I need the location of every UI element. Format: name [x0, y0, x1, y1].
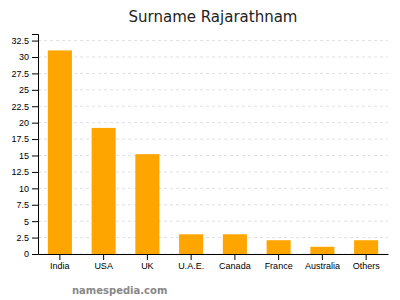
grid-line [38, 221, 388, 222]
x-tick-mark [191, 254, 192, 260]
grid-line [38, 139, 388, 140]
y-tick-mark [32, 73, 38, 74]
bar [310, 247, 334, 254]
grid-line [38, 40, 388, 41]
x-tick: Canada [219, 254, 251, 271]
y-tick-label: 32.5 [11, 36, 29, 46]
grid-line [38, 155, 388, 156]
y-tick-label: 12.5 [11, 167, 29, 177]
y-tick-label: 5 [24, 217, 29, 227]
grid [38, 41, 388, 254]
x-tick-label: Australia [305, 261, 340, 271]
y-tick-label: 2.5 [16, 233, 29, 243]
x-tick-mark [366, 254, 367, 260]
y-tick-label: 22.5 [11, 102, 29, 112]
y-tick: 15 [19, 151, 38, 161]
y-tick: 25 [19, 85, 38, 95]
y-tick-label: 17.5 [11, 134, 29, 144]
grid-line [38, 56, 388, 57]
y-tick-mark [32, 41, 38, 42]
y-tick-mark [32, 139, 38, 140]
x-tick-label: Canada [219, 261, 251, 271]
x-tick-mark [234, 254, 235, 260]
x-axis-line [39, 254, 389, 255]
grid-line [38, 171, 388, 172]
y-tick-mark [32, 221, 38, 222]
y-tick-label: 15 [19, 151, 29, 161]
y-tick-label: 0 [24, 249, 29, 259]
annotation: namespedia.com [72, 285, 167, 296]
x-axis: India USA UK U.A.E. Canada France Australia Oth… [39, 254, 389, 271]
y-tick: 12.5 [11, 167, 38, 177]
x-tick-label: Others [353, 261, 381, 271]
y-tick-label: 20 [19, 118, 29, 128]
y-tick-mark [32, 90, 38, 91]
grid-line [38, 106, 388, 107]
y-axis: 0 2.5 5 7.5 10 12.5 15 17.5 20 22.5 25 27.5 30 32.5 [11, 35, 38, 260]
y-axis-line [32, 35, 39, 255]
plot-area: 0 2.5 5 7.5 10 12.5 15 17.5 20 22.5 25 27.5 30 32.5 In… [11, 35, 388, 272]
x-tick-label: France [265, 261, 293, 271]
x-tick: France [265, 254, 293, 271]
y-tick: 10 [19, 184, 38, 194]
y-tick-label: 10 [19, 184, 29, 194]
bar [135, 154, 159, 254]
bar [354, 240, 378, 254]
grid-line [38, 254, 388, 255]
y-tick-label: 7.5 [16, 200, 29, 210]
bar [267, 240, 291, 254]
y-tick-mark [32, 57, 38, 58]
y-tick-mark [32, 123, 38, 124]
bars [48, 50, 378, 254]
y-tick-mark [32, 188, 38, 189]
y-tick-mark [32, 254, 38, 255]
x-tick-label: U.A.E. [178, 261, 204, 271]
x-tick-label: India [50, 261, 70, 271]
y-tick: 32.5 [11, 36, 38, 46]
y-tick: 5 [24, 217, 38, 227]
x-tick: USA [94, 254, 113, 271]
bar [48, 50, 72, 254]
y-tick: 22.5 [11, 102, 38, 112]
grid-line [38, 204, 388, 205]
y-tick: 2.5 [16, 233, 38, 243]
x-tick-mark [147, 254, 148, 260]
y-tick: 17.5 [11, 134, 38, 144]
y-tick: 27.5 [11, 69, 38, 79]
bar [92, 128, 116, 254]
y-tick-mark [32, 238, 38, 239]
title: Surname Rajarathnam [129, 8, 298, 26]
y-tick-mark [32, 106, 38, 107]
y-tick-label: 30 [19, 52, 29, 62]
x-tick-label: UK [141, 261, 154, 271]
y-tick: 30 [19, 52, 38, 62]
grid-line [38, 122, 388, 123]
x-tick: India [50, 254, 70, 271]
y-tick-label: 27.5 [11, 69, 29, 79]
x-tick-mark [103, 254, 104, 260]
y-tick-label: 25 [19, 85, 29, 95]
chart: 0 2.5 5 7.5 10 12.5 15 17.5 20 22.5 25 27.5 30 32.5 In… [0, 0, 400, 300]
x-tick-mark [322, 254, 323, 260]
grid-line [38, 237, 388, 238]
grid-line [38, 89, 388, 90]
y-tick-mark [32, 155, 38, 156]
y-tick: 20 [19, 118, 38, 128]
y-tick: 7.5 [16, 200, 38, 210]
y-tick-mark [32, 172, 38, 173]
x-tick: Others [353, 254, 381, 271]
grid-line [38, 73, 388, 74]
y-tick-mark [32, 205, 38, 206]
x-tick: Australia [305, 254, 340, 271]
x-tick: U.A.E. [178, 254, 204, 271]
x-tick-mark [59, 254, 60, 260]
x-tick-label: USA [94, 261, 113, 271]
bar [223, 234, 247, 254]
x-tick-mark [278, 254, 279, 260]
grid-line [38, 188, 388, 189]
y-tick: 0 [24, 249, 38, 259]
x-tick: UK [141, 254, 154, 271]
bar [179, 234, 203, 254]
